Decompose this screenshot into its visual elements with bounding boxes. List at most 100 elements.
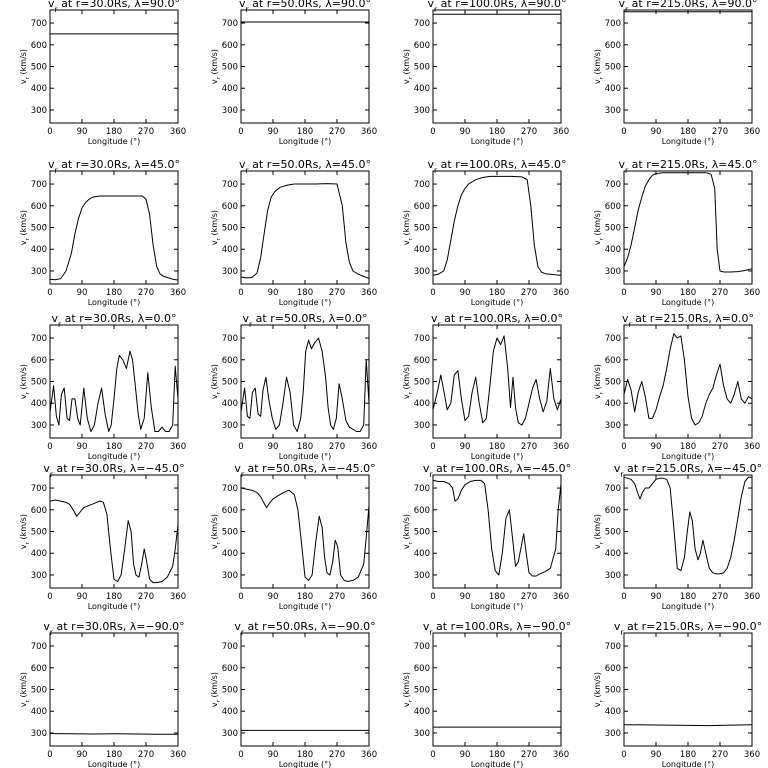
- x-axis-label: Longitude (°): [88, 760, 141, 768]
- x-tick-label: 90: [460, 592, 471, 602]
- y-axis-label-rest: (km/s): [402, 672, 411, 700]
- x-axis-label: Longitude (°): [662, 452, 715, 461]
- plot-title-rest: at r=50.0Rs, λ=90.0°: [249, 0, 371, 10]
- x-axis-label: Longitude (°): [662, 602, 715, 611]
- y-tick-label: 600: [605, 41, 621, 51]
- y-tick-label: 700: [31, 642, 47, 652]
- y-tick-label: 300: [222, 421, 238, 431]
- y-tick-label: 500: [414, 378, 430, 388]
- x-tick-label: 180: [489, 127, 505, 137]
- y-tick-label: 500: [222, 224, 238, 234]
- x-tick-label: 270: [521, 288, 537, 298]
- y-tick-label: 400: [605, 399, 621, 409]
- y-tick-label: 600: [605, 356, 621, 366]
- y-axis-label-sub: r: [25, 76, 31, 79]
- y-tick-label: 300: [222, 106, 238, 116]
- y-axis-label-main: v: [19, 79, 28, 84]
- y-tick-label: 600: [414, 41, 430, 51]
- plot-frame: [49, 324, 179, 439]
- plot-title-main: v: [427, 158, 434, 171]
- plot-frame: [623, 170, 753, 285]
- y-tick-label: 500: [605, 528, 621, 538]
- series-line: [49, 499, 179, 584]
- x-tick-label: 0: [47, 442, 52, 452]
- plot-title-rest: at r=215.0Rs, λ=45.0°: [628, 158, 757, 171]
- y-tick-label: 300: [222, 729, 238, 739]
- x-tick-label: 90: [651, 288, 662, 298]
- x-axis-label: Longitude (°): [279, 760, 332, 768]
- y-tick-label: 400: [414, 549, 430, 559]
- y-axis-label-sub: r: [216, 237, 222, 240]
- y-tick-label: 300: [222, 571, 238, 581]
- subplot-3: vr at r=100.0Rs, λ=90.0°0 90 180 270 3603004…: [402, 0, 569, 146]
- series-line: [432, 479, 562, 577]
- x-axis-label: Longitude (°): [662, 760, 715, 768]
- y-axis-label-sub: r: [599, 76, 605, 79]
- plot-title: vr at r=30.0Rs, λ=45.0°: [48, 158, 180, 175]
- y-tick-label: 500: [31, 224, 47, 234]
- plot-frame: [240, 170, 370, 285]
- x-tick-label: 90: [77, 288, 88, 298]
- y-axis-label-sub: r: [216, 391, 222, 394]
- y-tick-label: 600: [222, 506, 238, 516]
- plot-title: vr at r=50.0Rs, λ=90.0°: [239, 0, 371, 14]
- plot-title-main: v: [43, 462, 50, 475]
- x-tick-label: 90: [651, 442, 662, 452]
- y-tick-label: 500: [222, 63, 238, 73]
- plot-title-rest: at r=100.0Rs, λ=−90.0°: [433, 620, 572, 633]
- plot-title: vr at r=30.0Rs, λ=−90.0°: [43, 620, 184, 637]
- subplot-6: vr at r=50.0Rs, λ=45.0°0 90 180 270 36030040…: [210, 158, 377, 307]
- y-axis-label-rest: (km/s): [19, 49, 28, 77]
- plot-title: vr at r=30.0Rs, λ=−45.0°: [43, 462, 184, 479]
- subplot-16: vr at r=215.0Rs, λ=−45.0°0 90 180 270 360300…: [593, 462, 762, 611]
- plot-frame: [49, 632, 179, 747]
- x-tick-label: 180: [106, 592, 122, 602]
- y-axis-label-rest: (km/s): [402, 364, 411, 392]
- x-axis-label: Longitude (°): [471, 760, 524, 768]
- y-axis-label-sub: r: [599, 699, 605, 702]
- y-axis-label-main: v: [402, 544, 411, 549]
- y-tick-label: 300: [31, 106, 47, 116]
- y-tick-label: 500: [31, 378, 47, 388]
- plot-title-main: v: [48, 0, 55, 10]
- plot-title-sub: r: [429, 628, 433, 637]
- y-tick-label: 300: [605, 106, 621, 116]
- y-tick-label: 600: [222, 356, 238, 366]
- x-tick-label: 180: [489, 288, 505, 298]
- series-line: [49, 195, 179, 281]
- x-tick-label: 270: [138, 442, 154, 452]
- y-tick-label: 600: [414, 202, 430, 212]
- plot-title-sub: r: [620, 628, 624, 637]
- subplot-15: vr at r=100.0Rs, λ=−45.0°0 90 180 270 360300…: [402, 462, 571, 611]
- plot-title-main: v: [242, 312, 249, 325]
- plot-title-rest: at r=30.0Rs, λ=0.0°: [61, 312, 176, 325]
- x-axis-label: Longitude (°): [88, 602, 141, 611]
- x-tick-label: 360: [361, 442, 377, 452]
- y-tick-label: 700: [414, 180, 430, 190]
- x-tick-label: 0: [621, 288, 626, 298]
- x-tick-label: 360: [170, 750, 186, 760]
- plot-title-rest: at r=215.0Rs, λ=0.0°: [632, 312, 754, 325]
- x-tick-label: 0: [47, 127, 52, 137]
- x-tick-label: 270: [521, 592, 537, 602]
- subplot-7: vr at r=100.0Rs, λ=45.0°0 90 180 270 3603004…: [402, 158, 569, 307]
- y-tick-label: 400: [222, 84, 238, 94]
- y-axis-label-rest: (km/s): [210, 210, 219, 238]
- y-tick-label: 300: [605, 729, 621, 739]
- y-axis-label-main: v: [210, 79, 219, 84]
- y-axis-label-rest: (km/s): [402, 49, 411, 77]
- y-axis-label-rest: (km/s): [402, 210, 411, 238]
- plot-title-sub: r: [249, 320, 253, 329]
- x-tick-label: 0: [47, 288, 52, 298]
- plot-title-main: v: [234, 620, 241, 633]
- plot-title: vr at r=215.0Rs, λ=−45.0°: [614, 462, 762, 479]
- plot-title-sub: r: [54, 166, 58, 175]
- plot-title: vr at r=100.0Rs, λ=0.0°: [431, 312, 563, 329]
- y-tick-label: 300: [31, 571, 47, 581]
- y-tick-label: 400: [605, 549, 621, 559]
- subplot-8: vr at r=215.0Rs, λ=45.0°0 90 180 270 3603004…: [593, 158, 760, 307]
- x-tick-label: 360: [553, 592, 569, 602]
- x-tick-label: 0: [238, 288, 243, 298]
- x-tick-label: 0: [621, 592, 626, 602]
- series-line: [623, 333, 753, 426]
